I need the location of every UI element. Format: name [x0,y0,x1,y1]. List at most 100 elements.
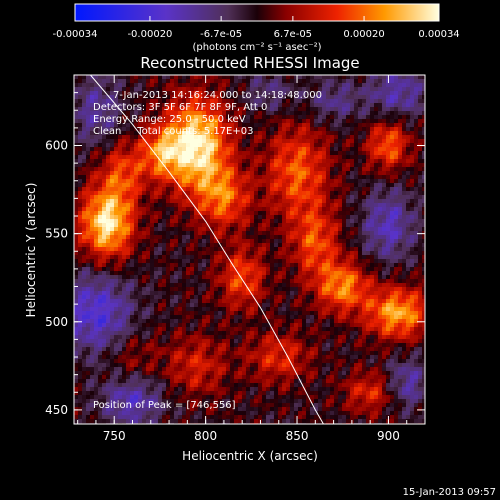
heatmap-cell [294,331,298,335]
heatmap-cell [118,199,122,203]
heatmap-cell [86,171,90,175]
heatmap-cell [158,267,162,271]
heatmap-cell [226,131,230,135]
heatmap-cell [174,239,178,243]
heatmap-cell [274,259,278,263]
heatmap-cell [298,187,302,191]
heatmap-cell [218,295,222,299]
heatmap-cell [270,199,274,203]
heatmap-cell [194,307,198,311]
heatmap-cell [274,215,278,219]
heatmap-cell [238,111,242,115]
heatmap-cell [206,187,210,191]
heatmap-cell [98,159,102,163]
heatmap-cell [134,343,138,347]
heatmap-cell [290,311,294,315]
heatmap-cell [186,255,190,259]
heatmap-cell [118,251,122,255]
heatmap-cell [246,247,250,251]
heatmap-cell [178,267,182,271]
heatmap-cell [150,123,154,127]
heatmap-cell [258,211,262,215]
heatmap-cell [282,143,286,147]
heatmap-cell [278,75,282,79]
heatmap-cell [74,415,78,419]
heatmap-cell [174,295,178,299]
heatmap-cell [134,191,138,195]
heatmap-cell [278,255,282,259]
heatmap-cell [134,147,138,151]
heatmap-cell [126,351,130,355]
heatmap-cell [134,99,138,103]
heatmap-cell [250,103,254,107]
heatmap-cell [262,251,266,255]
heatmap-cell [258,171,262,175]
heatmap-cell [290,199,294,203]
heatmap-cell [166,215,170,219]
heatmap-cell [126,107,130,111]
heatmap-cell [298,223,302,227]
heatmap-cell [134,151,138,155]
heatmap-cell [158,311,162,315]
heatmap-cell [154,123,158,127]
heatmap-cell [214,295,218,299]
heatmap-cell [162,379,166,383]
heatmap-cell [118,231,122,235]
heatmap-cell [94,327,98,331]
heatmap-cell [262,227,266,231]
heatmap-cell [106,103,110,107]
heatmap-cell [202,111,206,115]
heatmap-cell [234,251,238,255]
heatmap-cell [262,271,266,275]
heatmap-cell [110,331,114,335]
heatmap-cell [74,331,78,335]
heatmap-cell [74,391,78,395]
heatmap-cell [118,271,122,275]
heatmap-cell [114,135,118,139]
heatmap-cell [202,143,206,147]
heatmap-cell [226,411,230,415]
heatmap-cell [82,183,86,187]
heatmap-cell [78,415,82,419]
heatmap-cell [154,207,158,211]
heatmap-cell [166,331,170,335]
heatmap-cell [74,99,78,103]
heatmap-cell [262,231,266,235]
heatmap-cell [206,287,210,291]
heatmap-cell [114,147,118,151]
heatmap-cell [78,303,82,307]
heatmap-cell [266,155,270,159]
heatmap-cell [198,287,202,291]
heatmap-cell [258,259,262,263]
heatmap-cell [254,155,258,159]
heatmap-cell [86,95,90,99]
heatmap-cell [202,387,206,391]
heatmap-cell [250,283,254,287]
heatmap-cell [278,127,282,131]
heatmap-cell [78,207,82,211]
heatmap-cell [150,319,154,323]
heatmap-cell [210,127,214,131]
heatmap-cell [130,319,134,323]
heatmap-cell [158,399,162,403]
heatmap-cell [158,339,162,343]
heatmap-cell [298,267,302,271]
heatmap-cell [74,271,78,275]
heatmap-cell [218,251,222,255]
heatmap-cell [254,175,258,179]
heatmap-cell [170,407,174,411]
heatmap-cell [126,323,130,327]
heatmap-cell [178,151,182,155]
heatmap-cell [254,247,258,251]
heatmap-cell [202,191,206,195]
heatmap-cell [186,279,190,283]
heatmap-cell [194,287,198,291]
heatmap-cell [182,259,186,263]
heatmap-cell [218,383,222,387]
heatmap-cell [186,407,190,411]
heatmap-cell [158,259,162,263]
heatmap-cell [118,167,122,171]
heatmap-cell [238,95,242,99]
heatmap-cell [210,259,214,263]
heatmap-cell [146,75,150,79]
